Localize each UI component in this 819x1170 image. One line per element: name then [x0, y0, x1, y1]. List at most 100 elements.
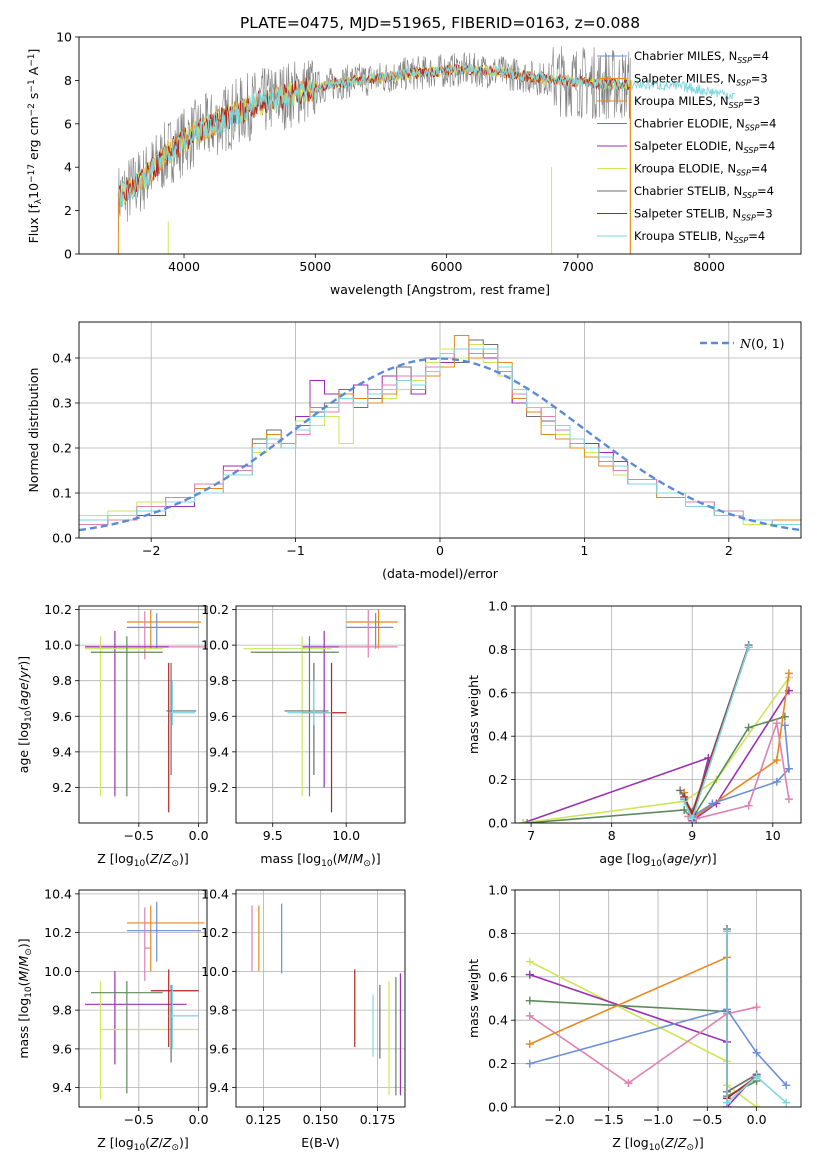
legend-count: =4: [757, 184, 774, 198]
age_vs_Z-ylabel-part: )]: [16, 656, 31, 666]
weight-marker: [784, 764, 793, 773]
spectrum-ylabel-part: −1: [27, 54, 37, 67]
spectrum-ytick-label: 2: [64, 203, 72, 218]
legend-model-name: Chabrier STELIB, N: [634, 184, 742, 198]
legend-label: Salpeter MILES, NSSP=3: [634, 72, 768, 88]
massweight_vs_Z-xlabel-part: )]: [694, 1135, 704, 1150]
mass_vs_Z-xlabel-part: /: [159, 1135, 164, 1150]
mass_vs_Z-xlabel-part: 10: [134, 1143, 146, 1153]
massweight_vs_Z-ylabel: mass weight: [466, 959, 481, 1038]
age_vs_Z-xtick-label: −0.5: [124, 828, 154, 843]
age_vs_mass-xlabel-part: (: [333, 851, 338, 866]
mass_vs_Z-ytick-label: 10.0: [44, 964, 72, 979]
legend-sub: SSP: [736, 79, 751, 88]
legend-model-name: Salpeter ELODIE, N: [634, 139, 744, 153]
weight-marker: [525, 1011, 534, 1020]
mass_vs_Z-plot-area: [84, 901, 205, 1100]
age_vs_Z-ylabel-part: 10: [24, 710, 34, 722]
legend-sub: SSP: [745, 124, 760, 133]
spectrum-chart: 4000 5000 6000 7000 8000 0 2 4 6 8 10 Chabrier MILE…: [26, 30, 802, 297]
spectrum-ytick-label: 8: [64, 73, 72, 88]
massweight_vs_Z-ytick-label: 1.0: [488, 883, 508, 898]
residuals-xtick-label: 2: [725, 543, 733, 558]
spectrum-ytick-label: 4: [64, 160, 72, 175]
mass_vs_ebv-chart: 0.125 0.150 0.175 9.4 9.6 9.8 10.0 10.2 10.4 E(B-…: [201, 886, 406, 1150]
mass_vs_Z-xtick-label: 0.0: [189, 1112, 209, 1127]
residuals-chart: −2 −1 0 1 2 0.0 0.1 0.2 0.3 0.4 N(0, 1) (data-model…: [26, 321, 802, 581]
weight-marker: [519, 819, 528, 823]
legend-count: =4: [751, 162, 768, 176]
age_vs_Z-ytick-label: 9.4: [52, 744, 72, 759]
age_vs_Z-ylabel-part: (: [16, 706, 31, 711]
legend-sub: SSP: [744, 146, 759, 155]
mass_vs_Z-frame: [78, 889, 208, 1108]
legend-label: Kroupa MILES, NSSP=3: [634, 94, 760, 110]
age_vs_Z-plot-area: [84, 609, 205, 813]
age_vs_Z-ytick-label: 10.0: [44, 638, 72, 653]
spectrum-xlabel: wavelength [Angstrom, rest frame]: [330, 282, 550, 297]
mass_vs_ebv-ytick-label: 9.6: [209, 1041, 229, 1056]
massweight_vs_age-ylabel: mass weight: [466, 675, 481, 754]
mass_vs_Z-ylabel-part: ⊙: [24, 948, 34, 956]
massweight_vs_age-xlabel-part: )]: [707, 851, 717, 866]
massweight_vs_Z-plot-area: [525, 925, 791, 1107]
legend-label: Chabrier ELODIE, NSSP=4: [634, 117, 776, 133]
mass_vs_Z-ylabel-part: /: [16, 966, 31, 971]
massweight_vs_Z-ytick-label: 0.0: [488, 1100, 508, 1115]
weight-marker: [772, 756, 781, 765]
residuals-ytick-label: 0.2: [52, 441, 72, 456]
legend-model-name: Chabrier MILES, N: [634, 49, 737, 63]
age_vs_mass-ytick-label: 9.2: [209, 780, 229, 795]
legend-sub: SSP: [729, 101, 744, 110]
age_vs_Z-ylabel-part: log: [16, 722, 31, 741]
mass_vs_Z-ytick-label: 9.6: [52, 1041, 72, 1056]
mass_vs_Z-ytick-label: 9.8: [52, 1003, 72, 1018]
legend-model-name: Chabrier ELODIE, N: [634, 117, 745, 131]
age_vs_mass-ytick-label: 10.0: [201, 638, 229, 653]
legend-count: =3: [751, 72, 768, 86]
massweight_vs_Z-ytick-label: 0.8: [488, 926, 508, 941]
legend-count: =3: [756, 207, 773, 221]
residuals-ytick-label: 0.3: [52, 396, 72, 411]
legend-label: Salpeter ELODIE, NSSP=4: [634, 139, 775, 155]
spectrum-ytick-label: 10: [56, 30, 72, 45]
spectrum-ylabel: Flux [fλ10−17 erg cm−2 s−1 A−1]: [26, 49, 44, 244]
mass_vs_Z-xlabel-part: Z [: [97, 1135, 114, 1150]
age_vs_mass-ytick-label: 10.2: [201, 602, 229, 617]
weight-marker: [688, 814, 697, 823]
weight-marker: [525, 996, 534, 1005]
weight-marker: [744, 801, 753, 810]
legend-label: Kroupa ELODIE, NSSP=4: [634, 162, 768, 178]
mass_vs_ebv-xlabel: E(B-V): [301, 1135, 340, 1150]
age_vs_mass-xlabel-part: 10: [321, 859, 333, 869]
age_vs_Z-xlabel-part: log: [115, 851, 134, 866]
massweight_vs_Z-ytick-label: 0.2: [488, 1056, 508, 1071]
weight-marker: [525, 1040, 534, 1049]
weight-line-1: [522, 677, 790, 823]
mass_vs_Z-xlabel-part: log: [115, 1135, 134, 1150]
weight-marker: [723, 1098, 732, 1107]
spectrum-ylabel-part: −1: [27, 79, 37, 92]
mass_vs_Z-xlabel-part: Z: [149, 1135, 159, 1150]
massweight_vs_Z-chart: −2.0 −1.5 −1.0 −0.5 0.0 0.0 0.2 0.4 0.6 0.8 1.0 Z […: [466, 883, 802, 1153]
residuals-plot-area: [79, 335, 801, 538]
age_vs_Z-ylabel-part: /: [16, 677, 31, 682]
legend-count: =4: [752, 49, 769, 63]
age_vs_Z-ylabel-part: age: [16, 682, 31, 706]
legend-label: Kroupa STELIB, NSSP=4: [634, 229, 765, 245]
massweight_vs_Z-xtick-label: −0.5: [692, 1112, 722, 1127]
spectrum-ylabel-part: s: [26, 93, 41, 104]
age_vs_mass-xtick-label: 10.0: [332, 828, 360, 843]
massweight_vs_Z-xtick-label: 0.0: [747, 1112, 767, 1127]
weight-marker: [784, 669, 793, 678]
age_vs_mass-xlabel-part: log: [302, 851, 321, 866]
legend-label: Salpeter STELIB, NSSP=3: [634, 207, 773, 223]
age_vs_Z-xlabel-part: Z: [149, 851, 159, 866]
legend-model-name: Salpeter STELIB, N: [634, 207, 741, 221]
age_vs_Z-xlabel-part: Z: [162, 851, 172, 866]
massweight_vs_age-xlabel-part: age [: [599, 851, 631, 866]
spectrum-ylabel-part: −17: [27, 164, 37, 183]
legend-model-name: Kroupa STELIB, N: [634, 229, 734, 243]
weight-marker: [752, 1103, 761, 1107]
